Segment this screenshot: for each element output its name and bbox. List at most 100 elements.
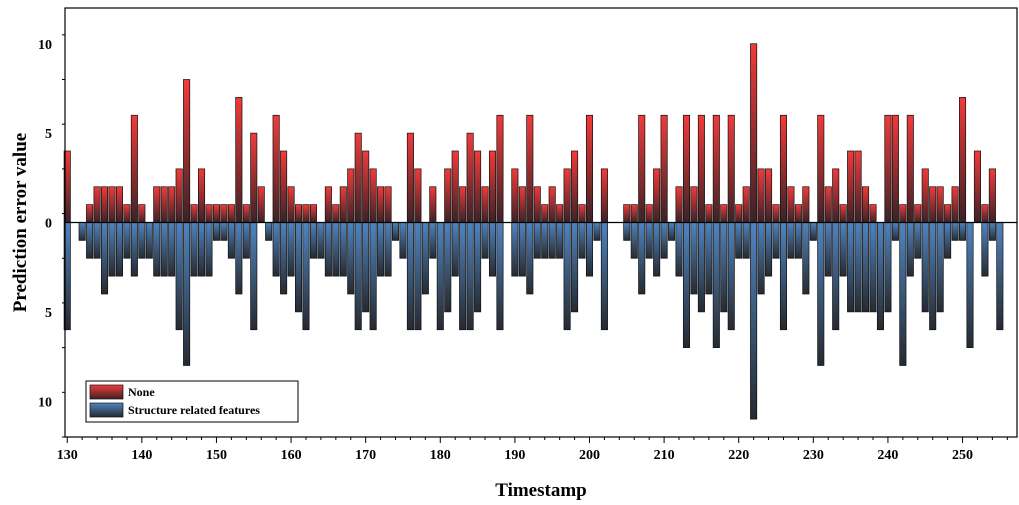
structure-related-features-bar-174	[391, 222, 400, 241]
structure-related-features-bar-210	[660, 222, 668, 259]
structure-related-features-bar-215	[697, 222, 705, 313]
structure-related-features-bar-155	[250, 222, 258, 331]
legend-label-structure-related-features: Structure related features	[128, 403, 260, 417]
structure-related-features-bar-152	[227, 222, 235, 259]
structure-related-features-bar-172	[377, 222, 385, 277]
none-bar-218	[720, 204, 728, 223]
none-bar-243	[906, 114, 914, 223]
none-bar-244	[914, 204, 922, 223]
structure-related-features-bar-240	[884, 222, 892, 313]
none-bar-231	[817, 114, 825, 223]
structure-related-features-bar-212	[675, 222, 683, 277]
structure-related-features-bar-216	[705, 222, 713, 295]
y-axis: 10 5 0 5 10	[38, 34, 65, 438]
none-bar-200	[585, 114, 594, 223]
structure-related-features-bar-141	[145, 222, 153, 259]
structure-related-features-bar-242	[899, 222, 907, 366]
none-bar-235	[847, 150, 855, 223]
none-bar-247	[936, 186, 944, 223]
structure-related-features-bar-229	[802, 222, 810, 295]
structure-related-features-bar-162	[302, 222, 310, 331]
structure-related-features-bar-207	[638, 222, 646, 295]
structure-related-features-bar-194	[541, 222, 549, 259]
structure-related-features-bar-248	[944, 222, 952, 259]
structure-related-features-bar-171	[369, 222, 377, 331]
structure-related-features-bar-154	[242, 222, 250, 259]
x-tick-label-230: 230	[803, 448, 824, 463]
structure-related-features-bar-143	[160, 222, 168, 277]
structure-related-features-bar-196	[556, 222, 564, 259]
none-bar-249	[951, 186, 959, 223]
structure-related-features-bar-176	[406, 222, 414, 331]
none-bar-220	[735, 204, 743, 223]
structure-related-features-bar-146	[183, 222, 191, 366]
none-bar-242	[899, 204, 907, 223]
none-bar-176	[406, 132, 414, 223]
none-bar-193	[533, 186, 541, 223]
none-bar-166	[332, 204, 340, 223]
structure-related-features-bar-181	[444, 222, 452, 313]
structure-related-features-bar-234	[839, 222, 847, 277]
structure-related-features-bar-208	[645, 222, 653, 259]
none-bar-223	[757, 168, 765, 223]
none-bar-225	[772, 204, 780, 223]
none-bar-167	[339, 186, 347, 223]
none-bar-209	[653, 168, 661, 223]
none-bar-143	[160, 186, 168, 223]
structure-related-features-bar-161	[295, 222, 303, 313]
none-bar-248	[944, 204, 952, 223]
none-bar-170	[362, 150, 370, 223]
structure-related-features-bar-246	[929, 222, 937, 331]
none-series-bars	[63, 43, 996, 223]
none-bar-206	[630, 204, 638, 223]
structure-related-features-bar-173	[384, 222, 392, 277]
structure-related-features-bar-144	[168, 222, 176, 277]
none-bar-171	[369, 168, 377, 223]
structure-related-features-bar-202	[600, 222, 608, 331]
structure-related-features-bar-186	[481, 222, 489, 259]
none-bar-214	[690, 186, 698, 223]
structure-related-features-bar-221	[742, 222, 750, 259]
none-bar-234	[839, 204, 847, 223]
structure-related-features-bar-195	[548, 222, 556, 259]
structure-related-features-bar-193	[533, 222, 541, 259]
legend-swatch-structure-related-features	[89, 402, 124, 418]
structure-related-features-bar-167	[339, 222, 347, 277]
x-tick-label-130: 130	[57, 448, 78, 463]
structure-related-features-bar-192	[526, 222, 534, 295]
structure-related-features-bar-153	[235, 222, 243, 295]
none-bar-228	[794, 204, 802, 223]
structure-related-features-bar-147	[190, 222, 198, 277]
structure-related-features-bar-185	[474, 222, 482, 313]
structure-related-features-bar-184	[466, 222, 474, 331]
structure-related-features-bar-250	[959, 222, 967, 241]
structure-related-features-bar-163	[309, 222, 317, 259]
x-tick-label-160: 160	[281, 448, 302, 463]
none-bar-229	[802, 186, 810, 223]
plot-frame	[64, 7, 1018, 438]
structure-related-features-bar-179	[429, 222, 437, 259]
none-bar-196	[556, 204, 564, 223]
x-axis: 130 140 150 160 170 180 190 200 210 220 230 240 250	[57, 437, 1008, 463]
structure-related-features-bar-213	[682, 222, 691, 348]
structure-related-features-bar-237	[862, 222, 870, 313]
none-bar-138	[123, 204, 131, 223]
structure-related-features-bar-159	[280, 222, 288, 295]
none-bar-198	[571, 150, 579, 223]
x-tick-label-200: 200	[579, 448, 600, 463]
structure-related-features-bar-149	[205, 222, 213, 277]
structure-related-features-bar-137	[115, 222, 123, 277]
none-bar-227	[787, 186, 795, 223]
y-axis-title: Prediction error value	[10, 133, 31, 312]
none-bar-252	[973, 150, 981, 223]
structure-related-features-bar-226	[779, 222, 787, 331]
structure-related-features-bar-190	[511, 222, 519, 277]
structure-related-features-bar-200	[585, 222, 594, 277]
none-bar-179	[429, 186, 437, 223]
none-bar-246	[929, 186, 937, 223]
none-bar-240	[884, 114, 892, 223]
x-tick-label-250: 250	[952, 448, 973, 463]
y-tick-label-neg10: 10	[38, 395, 52, 410]
none-bar-136	[108, 186, 116, 223]
none-bar-245	[921, 168, 929, 223]
